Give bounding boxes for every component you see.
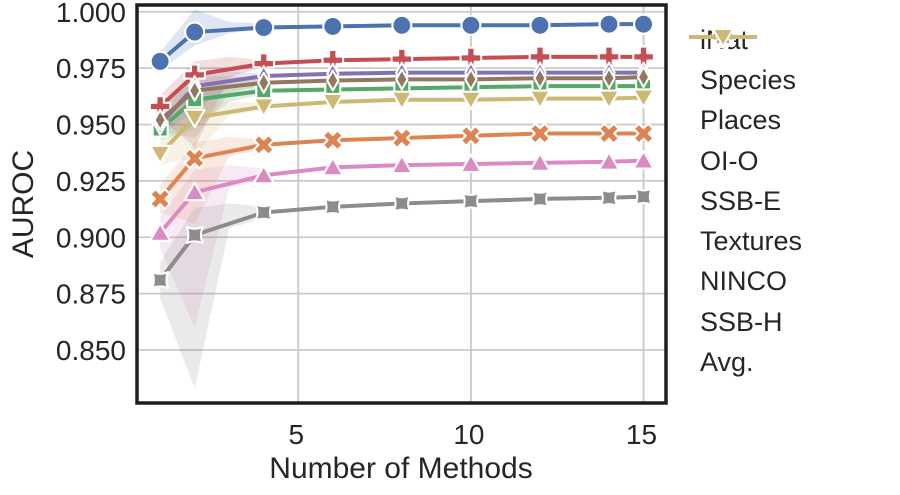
series-oio: [148, 45, 655, 118]
series-ssbh: [151, 187, 653, 290]
confidence-band: [160, 9, 264, 71]
legend-marker-triangle-down-icon: [689, 27, 757, 48]
legend-label: SSB-E: [700, 185, 782, 216]
legend-label: Places: [700, 105, 782, 136]
y-tick-label: 0.875: [56, 279, 126, 310]
confidence-band: [160, 101, 264, 166]
legend-item-ssbh: SSB-H: [688, 27, 802, 342]
series-species: [149, 122, 655, 210]
legend: iNatSpeciesPlacesOI-OSSB-ETexturesNINCOS…: [688, 20, 802, 383]
x-tick-label: 10: [453, 419, 484, 450]
series-ninco: [149, 150, 655, 242]
series-inat: [149, 13, 655, 72]
y-tick-label: 0.950: [56, 110, 126, 141]
y-tick-label: 0.925: [56, 166, 126, 197]
legend-label: OI-O: [700, 145, 759, 176]
legend-item-textures: Textures: [688, 25, 803, 261]
legend-label: NINCO: [700, 266, 787, 297]
confidence-band: [160, 165, 264, 328]
y-axis-label: AUROC: [7, 149, 40, 259]
x-tick-label: 15: [626, 419, 657, 450]
legend-label: Species: [700, 64, 797, 95]
y-tick-label: 0.975: [56, 53, 126, 84]
axes-spines: [135, 3, 668, 405]
y-tick-label: 1.000: [56, 0, 126, 28]
legend-item-places: Places: [688, 28, 802, 141]
legend-item-species: Species: [688, 26, 802, 100]
series-avg: [149, 88, 655, 165]
x-axis-label: Number of Methods: [269, 452, 533, 485]
legend-item-oio: OI-O: [688, 25, 802, 181]
series-textures: [153, 66, 651, 132]
legend-label: Avg.: [700, 347, 754, 378]
legend-label: Textures: [700, 226, 803, 257]
legend-label: SSB-H: [700, 306, 783, 337]
x-tick-label: 5: [288, 419, 304, 450]
confidence-band: [160, 71, 264, 136]
y-tick-label: 0.850: [56, 335, 126, 366]
legend-item-avg: Avg.: [688, 27, 802, 382]
legend-item-ssbe: SSB-E: [688, 25, 802, 221]
confidence-band: [160, 203, 264, 389]
confidence-band: [160, 76, 264, 139]
legend-item-ninco: NINCO: [688, 26, 802, 302]
y-tick-label: 0.900: [56, 222, 126, 253]
